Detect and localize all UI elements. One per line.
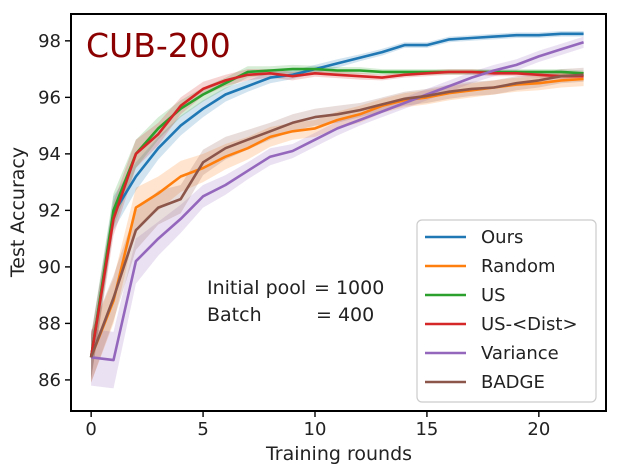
- y-axis-label: Test Accuracy: [7, 147, 29, 278]
- confidence-bands: [91, 31, 584, 389]
- line-ours: [89, 32, 584, 358]
- series-lines: [89, 32, 584, 362]
- line-variance: [90, 41, 584, 362]
- y-tick-label: 94: [38, 144, 61, 165]
- y-tick-label: 90: [38, 257, 61, 278]
- legend-label-variance: Variance: [481, 343, 559, 364]
- y-tick-label: 92: [38, 200, 61, 221]
- y-axis-ticks: 86 88 90 92 94 96 98: [38, 31, 71, 391]
- annotation-line2-left: Batch: [207, 304, 262, 326]
- annotation-line2-right: = 400: [316, 304, 374, 326]
- band-variance: [91, 36, 584, 389]
- legend-label-random: Random: [481, 256, 556, 277]
- x-axis-label: Training rounds: [265, 443, 412, 465]
- x-tick-label: 15: [415, 419, 438, 440]
- x-axis-ticks: 0 5 10 15 20: [85, 411, 550, 440]
- x-tick-label: 20: [527, 419, 550, 440]
- legend-items: Ours Random US US-<Dist> Variance BADGE: [425, 227, 578, 393]
- x-tick-label: 10: [304, 419, 327, 440]
- annotation-line1-right: = 1000: [314, 277, 384, 299]
- band-random: [91, 71, 584, 383]
- plot-frame: [70, 13, 607, 412]
- legend: Ours Random US US-<Dist> Variance BADGE: [416, 219, 597, 403]
- x-tick-label: 0: [85, 419, 96, 440]
- y-tick-label: 96: [38, 87, 61, 108]
- legend-label-us-dist: US-<Dist>: [481, 314, 578, 335]
- legend-label-us: US: [481, 285, 506, 306]
- legend-label-badge: BADGE: [481, 372, 545, 393]
- inset-title: CUB-200: [86, 26, 231, 65]
- annotation: Initial pool = 1000 Batch = 400: [207, 277, 384, 326]
- line-badge: [89, 73, 584, 358]
- band-badge: [91, 67, 584, 383]
- line-us-dist: [89, 70, 584, 358]
- y-tick-label: 86: [38, 370, 61, 391]
- y-tick-label: 88: [38, 313, 61, 334]
- x-tick-label: 5: [197, 419, 208, 440]
- annotation-line1-left: Initial pool: [207, 277, 306, 299]
- legend-label-ours: Ours: [481, 227, 523, 248]
- y-tick-label: 98: [38, 31, 61, 52]
